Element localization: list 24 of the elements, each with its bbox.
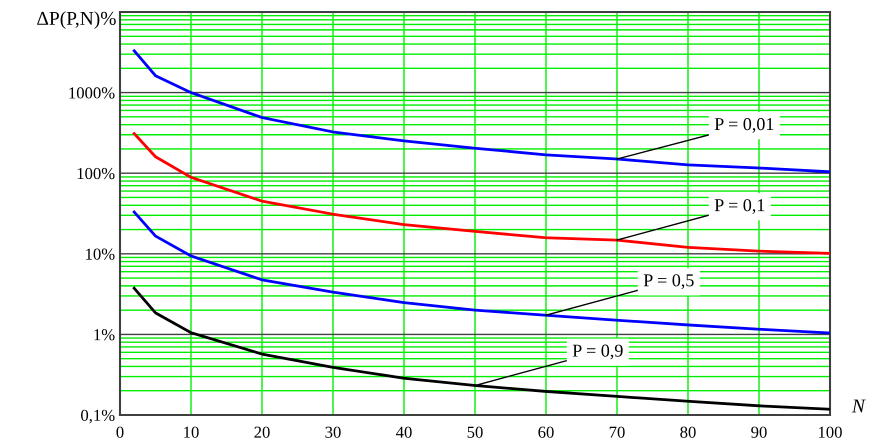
- x-tick-label: 90: [751, 426, 767, 438]
- x-tick-label: 20: [254, 426, 270, 438]
- x-tick-label: 10: [184, 426, 199, 438]
- y-tick-label: 1000%: [69, 87, 115, 99]
- line-series: [132, 132, 830, 255]
- x-tick-label: 50: [468, 426, 483, 438]
- y-tick-label: 1%: [94, 329, 115, 340]
- line-series: [132, 49, 830, 174]
- y-tick-label: 0,1%: [81, 410, 115, 424]
- y-tick-label: 10%: [86, 248, 115, 260]
- annotation: P = 0,5: [644, 274, 694, 289]
- x-tick-label: 0: [116, 426, 124, 438]
- annotation: P = 0,9: [572, 344, 623, 360]
- x-tick-label: 70: [610, 426, 625, 438]
- x-tick-label: 100: [818, 426, 842, 438]
- y-axis-title: ΔP(P,N)%: [37, 11, 116, 29]
- annotation: P = 0,1: [714, 199, 764, 214]
- y-tick-label: 100%: [78, 168, 115, 180]
- x-tick-label: 30: [325, 426, 341, 438]
- x-tick-label: 60: [538, 426, 554, 438]
- x-tick-label: 40: [396, 426, 412, 438]
- x-axis-title: N: [852, 400, 866, 412]
- annotation: P = 0,01: [714, 118, 774, 133]
- x-tick-label: 80: [680, 426, 696, 438]
